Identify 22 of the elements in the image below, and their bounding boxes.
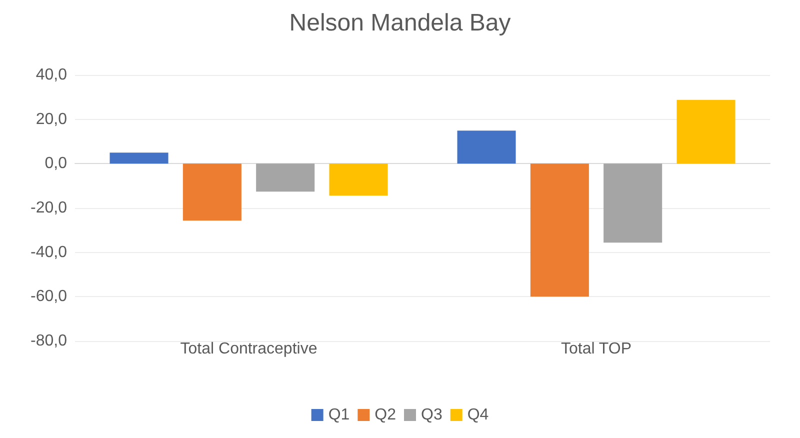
bar: [110, 152, 168, 164]
legend-label: Q4: [467, 406, 489, 424]
bar: [182, 164, 242, 221]
y-tick-label: 20,0: [36, 110, 68, 128]
y-tick-label: -20,0: [30, 200, 68, 216]
bar: [676, 100, 736, 164]
y-tick-label: -60,0: [30, 288, 68, 306]
x-tick-label: Total Contraceptive: [180, 340, 318, 358]
legend-label: Q2: [374, 406, 396, 424]
bar: [530, 164, 589, 297]
y-tick-label: 40,0: [36, 66, 68, 84]
legend-label: Q3: [421, 406, 442, 424]
bar: [256, 164, 315, 192]
y-tick-label: -40,0: [30, 244, 68, 261]
bar: [457, 130, 516, 164]
legend-label: Q1: [328, 406, 350, 424]
bar: [329, 164, 388, 196]
y-tick-label: 0,0: [44, 155, 68, 172]
y-tick-label: -80,0: [30, 332, 68, 350]
chart-title: Nelson Mandela Bay: [289, 10, 511, 36]
x-tick-label: Total TOP: [560, 340, 632, 358]
bar: [604, 164, 662, 243]
